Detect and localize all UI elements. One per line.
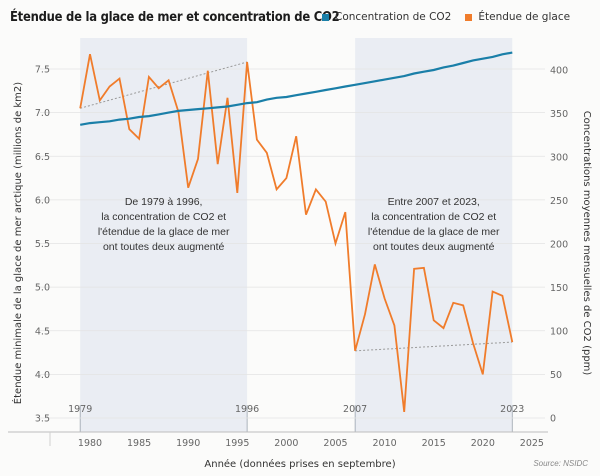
x-tick: 1995 xyxy=(225,438,249,449)
y-tick-left: 4.5 xyxy=(35,326,50,337)
y-tick-left: 7.5 xyxy=(35,65,50,76)
x-tick: 2020 xyxy=(471,438,495,449)
period-start-label: 1979 xyxy=(68,404,92,415)
annotation-line: ont toutes deux augmenté xyxy=(373,241,495,253)
annotation-line: De 1979 à 1996, xyxy=(125,196,203,208)
period-end-label: 1996 xyxy=(235,404,259,415)
x-tick: 1985 xyxy=(127,438,151,449)
shaded-periods: 1979 1996 2007 2023 xyxy=(68,38,524,432)
annotation-line: Entre 2007 et 2023, xyxy=(388,196,480,208)
annotation-line: l'étendue de la glace de mer xyxy=(98,226,230,238)
x-tick: 2000 xyxy=(274,438,298,449)
y-tick-left: 4.0 xyxy=(35,370,50,381)
y-axis-left-label: Étendue minimale de la glace de mer arct… xyxy=(11,82,24,404)
y-tick-right: 150 xyxy=(550,283,568,294)
source-note: Source: NSIDC xyxy=(533,459,588,468)
y-tick-left: 7.0 xyxy=(35,108,50,119)
annotation-line: ont toutes deux augmenté xyxy=(103,241,225,253)
axes: 3.5 4.0 4.5 5.0 5.5 6.0 6.5 7.0 7.5 0 50 100 150 200 2… xyxy=(8,65,568,449)
ice-extent-line xyxy=(79,54,514,413)
y-tick-left: 5.5 xyxy=(35,239,50,250)
annotation-line: l'étendue de la glace de mer xyxy=(368,226,500,238)
y-tick-right: 300 xyxy=(550,153,568,164)
gridlines xyxy=(40,68,545,419)
x-tick: 2025 xyxy=(520,438,544,449)
y-tick-left: 5.0 xyxy=(35,283,50,294)
x-tick: 1980 xyxy=(78,438,102,449)
shaded-period-1 xyxy=(355,38,513,432)
y-axis-right-label: Concentrations moyennes mensuelles de CO… xyxy=(581,111,592,376)
y-tick-left: 3.5 xyxy=(35,414,50,425)
shaded-period-0 xyxy=(80,38,248,432)
y-tick-right: 200 xyxy=(550,240,568,251)
y-tick-right: 50 xyxy=(550,370,562,381)
x-tick: 2005 xyxy=(323,438,347,449)
legend-item-co2: Concentration de CO2 xyxy=(322,11,451,23)
y-tick-right: 100 xyxy=(550,327,568,338)
x-tick: 2015 xyxy=(422,438,446,449)
legend-swatch-ice xyxy=(465,13,473,21)
y-tick-right: 350 xyxy=(550,109,568,120)
y-tick-right: 250 xyxy=(550,196,568,207)
x-tick: 2010 xyxy=(373,438,397,449)
x-axis-label: Année (données prises en septembre) xyxy=(204,458,395,470)
chart-title: Étendue de la glace de mer et concentrat… xyxy=(10,9,340,25)
y-tick-left: 6.0 xyxy=(35,195,50,206)
legend-swatch-co2 xyxy=(322,13,329,21)
series xyxy=(79,51,514,413)
annotations: De 1979 à 1996, la concentration de CO2 e… xyxy=(98,196,500,253)
legend-label-co2: Concentration de CO2 xyxy=(335,11,452,23)
period-start-label: 2007 xyxy=(343,404,367,415)
y-tick-right: 400 xyxy=(550,66,568,77)
trendline xyxy=(80,61,248,109)
legend: Concentration de CO2 Étendue de glace xyxy=(322,11,584,23)
legend-label-ice: Étendue de glace xyxy=(478,11,571,23)
period-end-label: 2023 xyxy=(500,404,524,415)
legend-item-ice: Étendue de glace xyxy=(465,11,570,23)
co2-line xyxy=(80,51,513,126)
annotation-line: la concentration de CO2 et xyxy=(101,211,226,223)
x-tick: 1990 xyxy=(176,438,200,449)
annotation-line: la concentration de CO2 et xyxy=(371,211,496,223)
y-tick-left: 6.5 xyxy=(35,152,50,163)
axis-labels: Année (données prises en septembre) Éten… xyxy=(11,82,592,470)
trendlines xyxy=(80,61,513,352)
y-tick-right: 0 xyxy=(550,414,556,425)
